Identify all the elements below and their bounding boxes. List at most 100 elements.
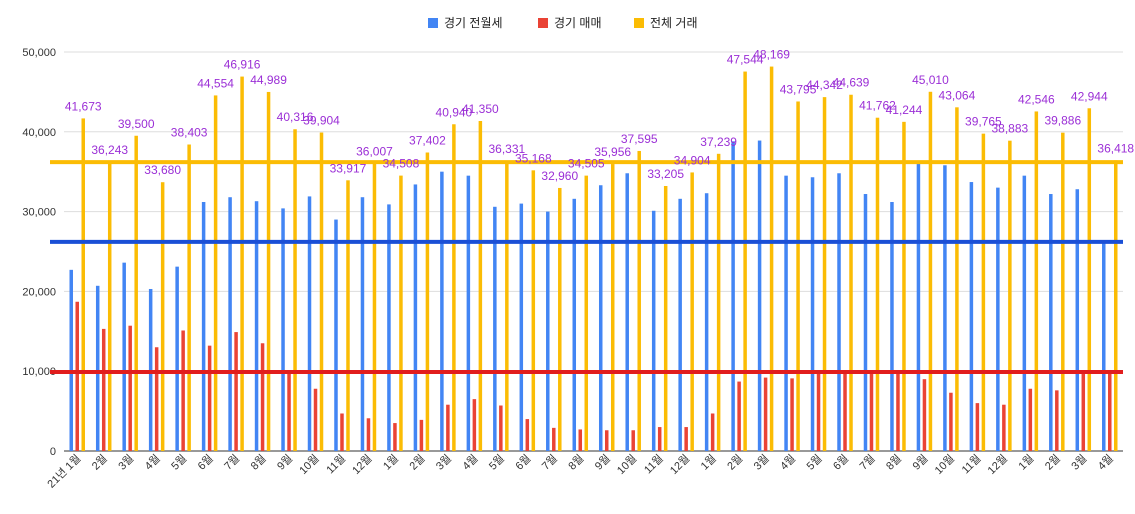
x-tick-label: 12월 xyxy=(985,452,1010,477)
data-label: 41,673 xyxy=(65,99,102,113)
bar-total xyxy=(796,101,800,451)
bar-total xyxy=(558,187,562,451)
data-label: 41,350 xyxy=(462,102,499,116)
x-tick-label: 7월 xyxy=(857,452,878,473)
bar-rent xyxy=(95,285,100,451)
bar-total xyxy=(584,175,589,452)
bar-total xyxy=(107,161,112,451)
bar-sale xyxy=(578,429,583,451)
data-label: 33,205 xyxy=(647,167,684,181)
x-tick-label: 10월 xyxy=(297,452,322,477)
bar-rent xyxy=(334,219,338,451)
bar-total xyxy=(240,76,244,452)
legend-swatch xyxy=(634,18,644,28)
y-axis: 0 10,000 20,000 30,000 40,000 50,000 xyxy=(22,47,56,458)
bar-rent xyxy=(1102,241,1106,451)
bar-rent xyxy=(440,171,444,451)
bar-total xyxy=(478,120,483,452)
bar-sale xyxy=(922,379,927,451)
bar-rent xyxy=(810,177,815,451)
data-label: 34,508 xyxy=(383,157,420,171)
bar-total xyxy=(1034,111,1039,451)
data-label: 43,795 xyxy=(780,82,817,96)
x-tick-label: 10월 xyxy=(932,452,957,477)
bar-sale xyxy=(207,345,212,451)
x-tick-label: 8월 xyxy=(883,452,904,473)
data-label: 39,500 xyxy=(118,117,155,131)
bar-total xyxy=(822,97,827,451)
bar-total xyxy=(928,91,933,451)
bar-sale xyxy=(313,388,318,451)
bar-sale xyxy=(393,423,397,451)
x-tick-label: 5월 xyxy=(804,452,825,473)
bar-rent xyxy=(519,203,524,451)
bar-total xyxy=(902,121,906,451)
bar-total xyxy=(663,185,668,452)
x-axis: 21년 1월 2월 3월 4월 5월 6월 7월 8월 9월 10월 11월 12월 1월 2월 3월 4월 5… xyxy=(45,452,1116,491)
bar-rent xyxy=(996,187,1000,451)
bar-sale xyxy=(737,381,741,451)
bar-rent xyxy=(254,201,259,451)
data-label: 40,940 xyxy=(436,105,473,119)
data-label: 43,064 xyxy=(939,88,976,102)
x-tick-label: 6월 xyxy=(830,452,851,473)
x-tick-label: 11월 xyxy=(324,452,348,476)
bar-total xyxy=(399,175,403,451)
data-label: 35,168 xyxy=(515,151,552,165)
bar-sale xyxy=(604,430,609,451)
bar-sale xyxy=(525,419,530,451)
bar-total xyxy=(1008,140,1012,451)
x-tick-label: 2월 xyxy=(725,452,746,473)
bar-sale xyxy=(366,418,371,451)
bar-total xyxy=(425,152,430,451)
data-label: 41,762 xyxy=(859,99,896,113)
bar-rent xyxy=(281,208,285,451)
x-tick-label: 5월 xyxy=(169,452,190,473)
bar-total xyxy=(690,172,694,452)
bar-sale xyxy=(340,413,344,451)
bar-rent xyxy=(731,141,735,451)
x-tick-label: 3월 xyxy=(1069,452,1090,473)
bars xyxy=(69,66,1118,452)
x-tick-label: 12월 xyxy=(350,452,375,477)
x-tick-label: 3월 xyxy=(751,452,772,473)
x-tick-label: 10월 xyxy=(614,452,639,477)
data-label: 46,916 xyxy=(224,58,261,72)
x-tick-label: 9월 xyxy=(592,452,613,473)
data-label: 41,244 xyxy=(886,103,923,117)
bar-rent xyxy=(863,194,868,451)
y-tick-label: 40,000 xyxy=(22,127,56,139)
bar-rent xyxy=(360,197,365,451)
bar-sale xyxy=(234,332,238,451)
bar-total xyxy=(134,135,138,451)
bar-total xyxy=(1087,108,1092,451)
x-tick-label: 9월 xyxy=(274,452,295,473)
data-label: 44,989 xyxy=(250,73,287,87)
bar-total xyxy=(875,117,880,451)
bar-total xyxy=(1061,132,1065,452)
x-tick-label: 7월 xyxy=(539,452,560,473)
bar-sale xyxy=(843,371,847,451)
bar-sale xyxy=(260,343,265,451)
bar-rent xyxy=(466,175,471,452)
bar-sale xyxy=(154,347,159,451)
data-label: 38,883 xyxy=(992,122,1029,136)
data-label: 33,680 xyxy=(144,163,181,177)
data-label: 36,418 xyxy=(1097,141,1134,155)
y-tick-label: 10,000 xyxy=(22,366,56,378)
data-label: 34,505 xyxy=(568,157,605,171)
data-label: 33,917 xyxy=(330,161,367,175)
bar-total xyxy=(955,107,959,451)
x-tick-label: 1월 xyxy=(380,452,401,473)
bar-rent xyxy=(1075,189,1080,451)
bar-sale xyxy=(790,378,794,451)
bar-sale xyxy=(1002,404,1006,451)
bar-sale xyxy=(287,371,291,451)
data-label: 36,243 xyxy=(91,143,128,157)
bar-total xyxy=(452,124,456,452)
bar-sale xyxy=(499,405,503,451)
bar-total xyxy=(637,150,641,451)
bar-rent xyxy=(69,269,73,451)
bar-sale xyxy=(869,371,874,451)
